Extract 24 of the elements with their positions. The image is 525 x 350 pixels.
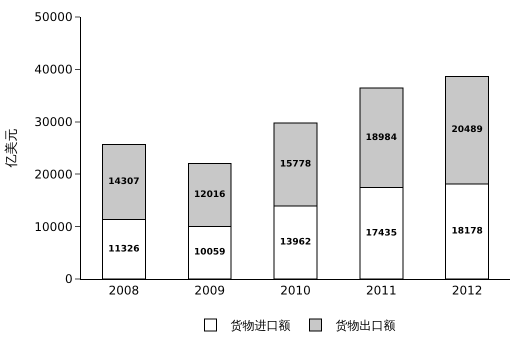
x-tick-label: 2008 <box>108 283 140 298</box>
y-tick-label: 40000 <box>34 62 73 77</box>
data-label: 11326 <box>108 244 140 254</box>
legend-label: 货物出口额 <box>336 318 396 333</box>
data-label: 10059 <box>194 248 226 258</box>
data-label: 12016 <box>194 190 226 200</box>
y-axis-title: 亿美元 <box>3 128 20 168</box>
data-label: 18178 <box>451 226 483 236</box>
y-tick-label: 20000 <box>34 167 73 182</box>
x-tick-label: 2012 <box>452 283 482 298</box>
data-label: 20489 <box>451 125 483 136</box>
y-tick-label: 30000 <box>34 115 73 129</box>
y-tick-label: 10000 <box>34 220 73 234</box>
data-label: 18984 <box>366 132 397 143</box>
x-tick-label: 2010 <box>280 283 311 298</box>
data-label: 17435 <box>366 228 397 238</box>
y-tick-label: 50000 <box>34 10 73 24</box>
y-tick-label: 0 <box>64 272 73 286</box>
x-tick-label: 2009 <box>194 283 225 298</box>
legend-label: 货物进口额 <box>230 318 290 333</box>
data-label: 13962 <box>280 237 312 248</box>
data-label: 15778 <box>280 160 312 170</box>
x-tick-label: 2011 <box>366 283 397 298</box>
data-label: 14307 <box>108 177 140 188</box>
